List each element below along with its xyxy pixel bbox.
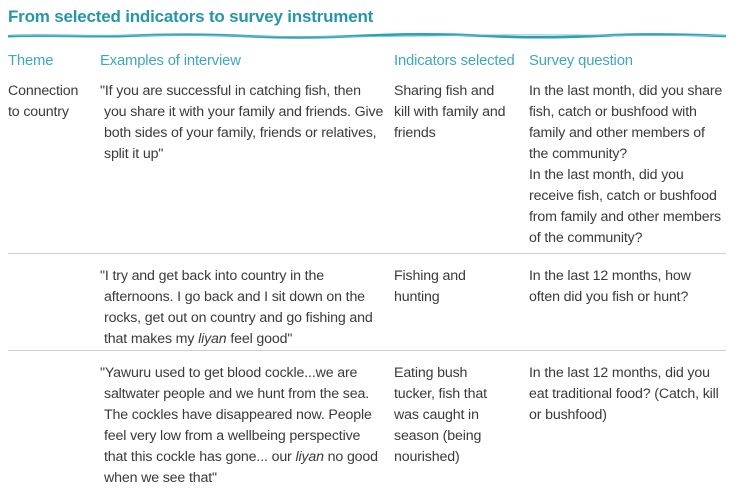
survey-cell: In the last 12 months, did you eat tradi… <box>529 363 726 489</box>
indicators-cell: Sharing fish and kill with family and fr… <box>394 83 506 141</box>
table-row: "Yawuru used to get blood cockle...we ar… <box>8 350 726 489</box>
interview-quote: no good when we see that" <box>104 449 378 486</box>
indicators-cell: Eating bush tucker, fish that was caught… <box>394 365 487 465</box>
survey-question: In the last month, did you receive fish,… <box>529 167 721 246</box>
page-title: From selected indicators to survey instr… <box>8 7 374 26</box>
theme-cell: Connection to country <box>8 83 79 120</box>
interview-quote: feel good" <box>226 331 293 347</box>
brush-divider <box>8 32 726 39</box>
interview-quote-italic-term: liyan <box>295 449 324 465</box>
interview-cell: "Yawuru used to get blood cockle...we ar… <box>100 363 394 489</box>
indicators-cell: Fishing and hunting <box>394 268 466 305</box>
column-header-interview: Examples of interview <box>100 53 241 69</box>
survey-question: In the last 12 months, how often did you… <box>529 268 691 305</box>
theme-cell <box>8 363 100 489</box>
column-header-indicators: Indicators selected <box>394 53 515 69</box>
column-header-survey: Survey question <box>529 53 633 69</box>
survey-cell: In the last month, did you share fish, c… <box>529 81 726 249</box>
table-header-row: Theme Examples of interview Indicators s… <box>8 40 726 81</box>
document-page: From selected indicators to survey instr… <box>8 7 726 489</box>
interview-cell: "If you are successful in catching fish,… <box>100 81 394 249</box>
interview-cell: "I try and get back into country in the … <box>100 266 394 350</box>
survey-question: In the last month, did you share fish, c… <box>529 83 723 162</box>
indicators-table: Theme Examples of interview Indicators s… <box>8 40 726 489</box>
interview-quote: "If you are successful in catching fish,… <box>100 83 384 162</box>
table-row: "I try and get back into country in the … <box>8 253 726 350</box>
column-header-theme: Theme <box>8 53 54 69</box>
survey-cell: In the last 12 months, how often did you… <box>529 266 726 350</box>
interview-quote: "I try and get back into country in the … <box>100 268 373 347</box>
interview-quote-italic-term: liyan <box>198 331 227 347</box>
survey-question: In the last 12 months, did you eat tradi… <box>529 365 719 423</box>
interview-quote: "Yawuru used to get blood cockle...we ar… <box>100 365 372 465</box>
theme-cell <box>8 266 100 350</box>
table-row: Connection to country "If you are succes… <box>8 81 726 253</box>
